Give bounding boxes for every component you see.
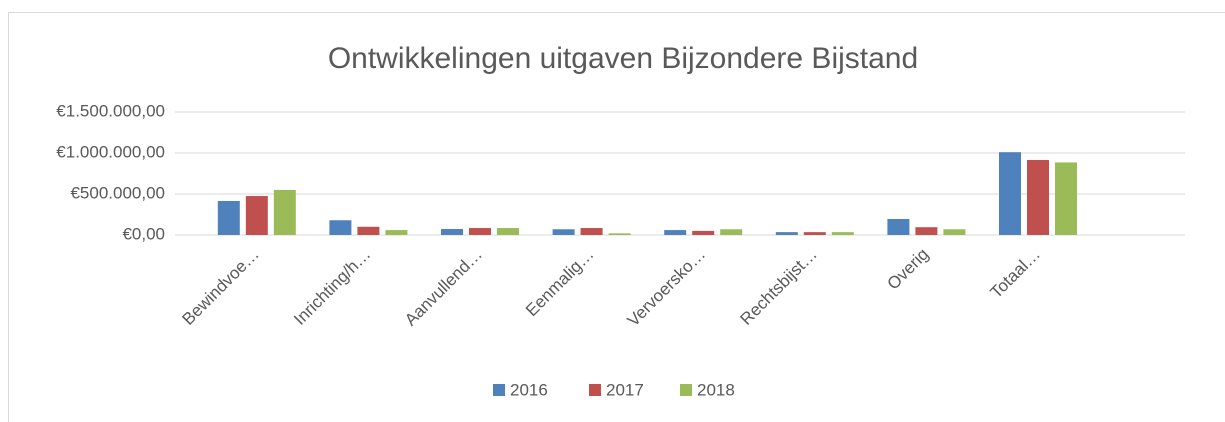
bar xyxy=(245,196,268,235)
y-tick-label: €1.500.000,00 xyxy=(56,101,165,120)
bar xyxy=(720,229,743,235)
bar xyxy=(664,230,687,235)
bar xyxy=(469,228,491,235)
bar xyxy=(803,232,826,235)
legend-label: 2017 xyxy=(606,380,644,399)
x-tick-label: Inrichting/h… xyxy=(290,245,374,329)
bar xyxy=(943,229,966,235)
bar xyxy=(273,189,296,235)
x-tick-label: Totaal… xyxy=(986,245,1044,303)
bar xyxy=(999,152,1021,235)
bar xyxy=(915,227,938,235)
bar xyxy=(887,219,910,235)
bar xyxy=(692,230,715,235)
legend-label: 2018 xyxy=(697,380,735,399)
bar xyxy=(775,232,798,235)
bar xyxy=(580,228,603,235)
bar xyxy=(1027,159,1049,235)
x-tick-label: Aanvullend… xyxy=(401,245,486,330)
bar xyxy=(497,228,519,235)
chart-title: Ontwikkelingen uitgaven Bijzondere Bijst… xyxy=(328,42,918,75)
x-tick-label: Overig xyxy=(884,245,933,294)
bar xyxy=(552,229,575,235)
x-tick-label: Rechtsbijst… xyxy=(737,245,821,329)
legend-swatch xyxy=(589,384,601,396)
legend-swatch xyxy=(493,384,505,396)
y-tick-label: €500.000,00 xyxy=(70,183,165,202)
chart-frame xyxy=(8,12,1225,422)
y-tick-label: €1.000.000,00 xyxy=(56,142,165,161)
bar xyxy=(329,220,352,235)
x-tick-label: Vervoersko… xyxy=(624,245,710,331)
bar xyxy=(831,232,854,235)
x-tick-label: Eenmalig… xyxy=(522,245,598,321)
y-tick-label: €0,00 xyxy=(122,224,165,243)
bar xyxy=(1055,162,1077,235)
legend-label: 2016 xyxy=(510,380,548,399)
bar xyxy=(217,200,240,235)
legend-swatch xyxy=(680,384,692,396)
bar xyxy=(608,233,631,235)
bar xyxy=(441,229,463,235)
bar xyxy=(357,226,380,235)
bar xyxy=(385,230,408,235)
x-tick-label: Bewindvoe… xyxy=(179,245,263,329)
